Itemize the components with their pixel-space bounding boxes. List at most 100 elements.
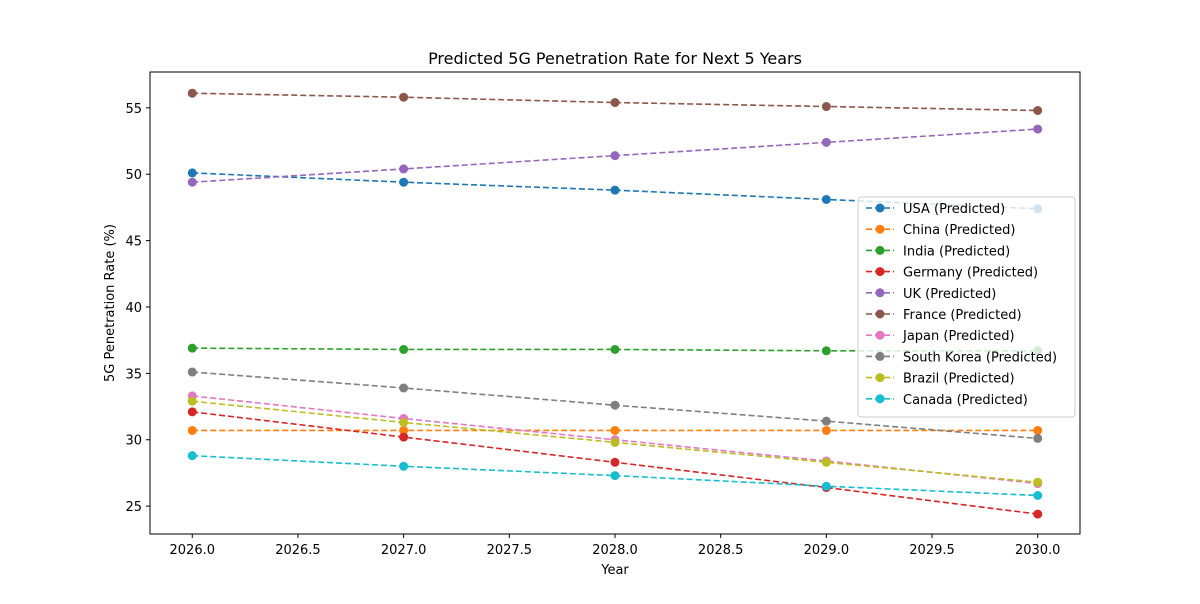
legend-marker [875, 373, 885, 383]
data-point [187, 343, 197, 353]
legend-entry: India (Predicted) [866, 244, 1010, 259]
y-tick-label: 35 [125, 367, 142, 382]
series-line [192, 92, 1038, 112]
data-point [1033, 477, 1043, 487]
series-group [187, 425, 1043, 435]
x-tick-label: 2030.0 [1015, 543, 1061, 558]
legend-entry: Brazil (Predicted) [866, 372, 1015, 387]
legend-entry: China (Predicted) [866, 223, 1015, 238]
data-point [821, 194, 831, 204]
data-point [399, 344, 409, 354]
x-tick-label: 2026.5 [275, 543, 321, 558]
legend-label: Brazil (Predicted) [903, 372, 1015, 387]
data-point [399, 177, 409, 187]
data-point [1033, 433, 1043, 443]
data-point [821, 102, 831, 112]
legend-label: Germany (Predicted) [903, 266, 1038, 281]
data-point [821, 481, 831, 491]
legend-entry: UK (Predicted) [866, 287, 996, 302]
data-point [187, 88, 197, 98]
y-axis-label: 5G Penetration Rate (%) [103, 224, 118, 382]
y-tick-label: 30 [125, 434, 142, 449]
x-tick-label: 2028.0 [592, 543, 638, 558]
data-point [187, 425, 197, 435]
x-tick-label: 2029.5 [909, 543, 955, 558]
x-tick-label: 2027.0 [381, 543, 427, 558]
data-point [610, 151, 620, 161]
legend-marker [875, 224, 885, 234]
y-tick-label: 25 [125, 500, 142, 515]
legend-entry: Japan (Predicted) [866, 329, 1015, 344]
data-point [1033, 425, 1043, 435]
plot-frame [149, 71, 1081, 535]
legend-entry: USA (Predicted) [866, 202, 1005, 217]
data-point [399, 164, 409, 174]
y-tick-label: 55 [125, 102, 142, 117]
x-tick-label: 2028.5 [698, 543, 744, 558]
legend-entry: South Korea (Predicted) [866, 350, 1057, 365]
data-point [610, 457, 620, 467]
legend-label: South Korea (Predicted) [903, 350, 1057, 365]
x-tick-label: 2026.0 [170, 543, 216, 558]
legend-label: India (Predicted) [903, 244, 1010, 259]
x-axis-label: Year [600, 563, 629, 578]
data-point [187, 367, 197, 377]
legend-marker [875, 288, 885, 298]
data-point [821, 425, 831, 435]
legend-marker [875, 245, 885, 255]
legend-label: France (Predicted) [903, 308, 1022, 323]
data-point [610, 425, 620, 435]
legend: USA (Predicted) China (Predicted) India (P… [857, 196, 1076, 418]
y-tick-label: 40 [125, 301, 142, 316]
legend-marker [875, 394, 885, 404]
data-point [1033, 106, 1043, 115]
legend-label: Japan (Predicted) [902, 329, 1015, 344]
data-point [821, 137, 831, 147]
data-point [610, 471, 620, 481]
series-group [187, 88, 1043, 115]
data-point [187, 451, 197, 461]
data-point [187, 168, 197, 178]
x-tick-label: 2027.5 [487, 543, 533, 558]
legend-entry: Canada (Predicted) [866, 393, 1028, 408]
data-point [610, 344, 620, 354]
data-point [1033, 124, 1043, 134]
axis-ticks: 2026.0 2026.5 2027.0 2027.5 2028.0 2028.5 2029… [125, 102, 1060, 558]
data-point [187, 396, 197, 406]
legend-marker [875, 267, 885, 277]
data-point [821, 346, 831, 356]
series-group [187, 451, 1043, 500]
legend-label: China (Predicted) [903, 223, 1015, 238]
data-point [610, 98, 620, 108]
data-point [399, 425, 409, 435]
chart-title: Predicted 5G Penetration Rate for Next 5… [428, 49, 802, 68]
legend-label: USA (Predicted) [903, 202, 1005, 217]
legend-marker [875, 351, 885, 361]
data-point [1033, 491, 1043, 500]
series-group [187, 124, 1043, 187]
legend-label: Canada (Predicted) [903, 393, 1028, 408]
y-tick-label: 45 [125, 235, 142, 250]
data-point [399, 92, 409, 102]
legend-box [857, 196, 1076, 418]
series-group [187, 396, 1043, 487]
x-tick-label: 2029.0 [804, 543, 850, 558]
series-group [187, 367, 1043, 443]
data-point [399, 461, 409, 471]
legend-marker [875, 330, 885, 340]
y-tick-label: 50 [125, 168, 142, 183]
data-point [187, 177, 197, 187]
data-point [821, 416, 831, 426]
data-point [610, 185, 620, 195]
data-point [1033, 509, 1043, 519]
data-point [821, 457, 831, 467]
data-point [610, 400, 620, 410]
legend-marker [875, 309, 885, 319]
legend-entry: Germany (Predicted) [866, 266, 1038, 281]
legend-marker [875, 203, 885, 213]
data-point [610, 437, 620, 447]
data-point [399, 383, 409, 393]
data-point [399, 417, 409, 427]
